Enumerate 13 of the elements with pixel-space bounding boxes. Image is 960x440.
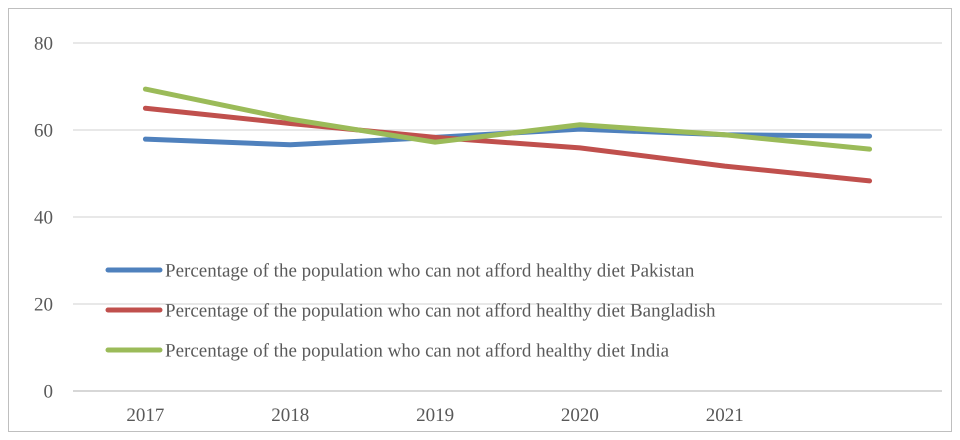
y-tick-label: 0 bbox=[44, 382, 53, 403]
legend-label: Percentage of the population who can not afford healthy diet Pakistan bbox=[165, 260, 695, 282]
legend-label: Percentage of the population who can not afford healthy diet Bangladish bbox=[165, 300, 716, 322]
x-tick-label: 2017 bbox=[126, 405, 164, 426]
x-tick-label: 2019 bbox=[416, 405, 454, 426]
x-tick-label: 2018 bbox=[271, 405, 310, 426]
y-tick-label: 80 bbox=[34, 34, 53, 55]
x-tick-label: 2021 bbox=[706, 405, 744, 426]
y-tick-label: 40 bbox=[34, 208, 53, 229]
x-tick-label: 2020 bbox=[560, 405, 599, 426]
y-tick-label: 20 bbox=[34, 294, 53, 316]
y-tick-label: 60 bbox=[34, 120, 53, 142]
legend-label: Percentage of the population who can not afford healthy diet India bbox=[165, 340, 670, 362]
